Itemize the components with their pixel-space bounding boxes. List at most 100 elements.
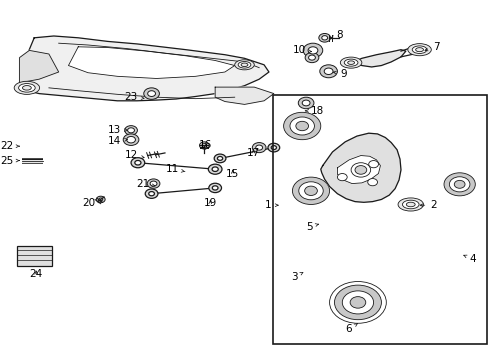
Text: 18: 18 (305, 106, 324, 116)
Text: 22: 22 (0, 141, 19, 151)
Circle shape (124, 126, 137, 135)
Circle shape (443, 173, 474, 196)
Polygon shape (348, 50, 405, 67)
Circle shape (127, 128, 134, 133)
Circle shape (148, 192, 154, 196)
Circle shape (350, 163, 370, 177)
Circle shape (283, 112, 320, 140)
Circle shape (367, 179, 377, 186)
Polygon shape (215, 87, 273, 104)
Text: 8: 8 (330, 30, 343, 40)
Ellipse shape (340, 57, 361, 68)
Ellipse shape (14, 81, 40, 94)
Text: 7: 7 (424, 42, 439, 52)
Circle shape (303, 43, 322, 58)
Circle shape (349, 297, 365, 308)
Circle shape (147, 91, 155, 96)
Text: 14: 14 (108, 136, 127, 146)
Circle shape (123, 134, 139, 145)
Circle shape (319, 65, 337, 78)
Text: 21: 21 (136, 179, 155, 189)
Text: 11: 11 (166, 164, 184, 174)
Bar (272, 95, 486, 344)
Circle shape (143, 88, 159, 99)
Circle shape (305, 53, 318, 63)
Text: 16: 16 (198, 140, 212, 150)
Circle shape (208, 164, 222, 174)
Text: 25: 25 (0, 156, 19, 166)
Circle shape (298, 182, 323, 200)
Circle shape (324, 68, 332, 75)
Circle shape (271, 146, 276, 149)
Circle shape (267, 143, 279, 152)
Polygon shape (20, 36, 268, 101)
Ellipse shape (415, 48, 423, 52)
Text: 5: 5 (305, 222, 318, 232)
Circle shape (202, 144, 206, 147)
Ellipse shape (234, 60, 254, 70)
Circle shape (255, 145, 262, 150)
Circle shape (304, 186, 317, 195)
Ellipse shape (411, 46, 426, 53)
Ellipse shape (238, 62, 250, 68)
Circle shape (334, 285, 381, 320)
Text: 2: 2 (419, 200, 436, 210)
Circle shape (145, 189, 158, 198)
Circle shape (354, 166, 366, 174)
Text: 15: 15 (225, 168, 239, 179)
Text: 4: 4 (463, 254, 475, 264)
Circle shape (453, 180, 464, 188)
Ellipse shape (406, 202, 414, 207)
Text: 12: 12 (124, 150, 144, 160)
Ellipse shape (241, 63, 247, 67)
Circle shape (342, 291, 373, 314)
Ellipse shape (19, 84, 35, 92)
Text: 9: 9 (333, 69, 346, 79)
Circle shape (308, 55, 315, 60)
Circle shape (199, 142, 209, 149)
Circle shape (150, 181, 157, 186)
Ellipse shape (407, 44, 430, 56)
Circle shape (321, 36, 327, 40)
Circle shape (448, 177, 469, 192)
Polygon shape (68, 47, 234, 78)
Polygon shape (337, 156, 380, 184)
Polygon shape (320, 133, 400, 202)
Circle shape (337, 174, 346, 181)
Circle shape (135, 161, 141, 165)
Circle shape (126, 136, 135, 143)
Circle shape (298, 97, 313, 109)
Text: 10: 10 (292, 45, 311, 55)
Circle shape (212, 186, 218, 190)
Circle shape (368, 161, 378, 168)
Circle shape (295, 121, 308, 131)
Circle shape (147, 179, 160, 188)
Circle shape (131, 158, 144, 168)
Ellipse shape (402, 200, 418, 209)
Polygon shape (20, 50, 59, 83)
Text: 1: 1 (264, 200, 278, 210)
Text: 3: 3 (290, 272, 303, 282)
Text: 20: 20 (82, 198, 101, 208)
Text: 6: 6 (345, 324, 357, 334)
Bar (17, 246, 52, 266)
Circle shape (307, 47, 317, 54)
Circle shape (318, 33, 330, 42)
Circle shape (214, 154, 225, 163)
Circle shape (302, 100, 309, 106)
Text: 17: 17 (246, 148, 260, 158)
Circle shape (208, 183, 221, 193)
Circle shape (212, 167, 218, 171)
Circle shape (99, 198, 102, 201)
Text: 24: 24 (29, 269, 43, 279)
Ellipse shape (347, 61, 354, 64)
Ellipse shape (397, 198, 423, 211)
Circle shape (252, 143, 265, 153)
Ellipse shape (344, 59, 357, 66)
Text: 13: 13 (108, 125, 127, 135)
Circle shape (292, 177, 329, 204)
Circle shape (289, 117, 314, 135)
Text: 19: 19 (203, 198, 217, 208)
Text: 23: 23 (124, 92, 144, 102)
Circle shape (96, 196, 105, 203)
